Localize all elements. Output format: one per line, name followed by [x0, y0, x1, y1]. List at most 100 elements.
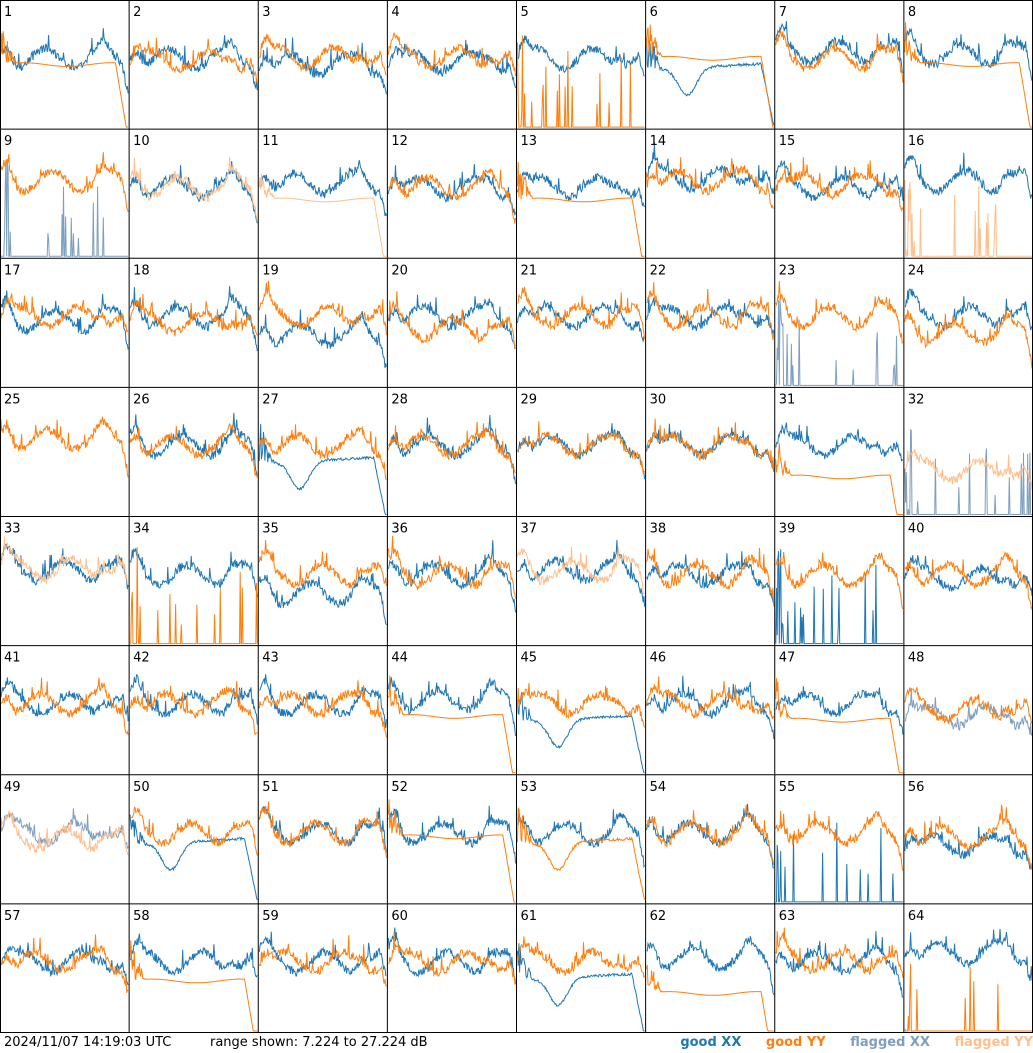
yy-series-line: [129, 681, 258, 736]
panel-label: 33: [4, 522, 21, 537]
panel-label: 40: [908, 522, 925, 537]
xx-series-line: [129, 933, 258, 978]
panel-38: 38: [646, 522, 775, 607]
panel-33: 33: [0, 522, 129, 590]
xx-series-line: [129, 160, 258, 224]
panel-27: 27: [258, 392, 387, 515]
xx-series-line: [517, 170, 646, 208]
panel-label: 59: [262, 909, 279, 924]
panel-1: 1: [0, 5, 129, 128]
panel-label: 20: [391, 263, 408, 278]
panel-label: 38: [650, 522, 667, 537]
xx-series-line: [0, 28, 129, 94]
yy-series-line: [646, 24, 774, 128]
xx-series-line: [904, 152, 1033, 199]
panel-50: 50: [129, 780, 258, 901]
xx-series-line: [775, 931, 904, 998]
yy-series-line: [646, 157, 775, 209]
panel-61: 61: [517, 909, 646, 1032]
xx-series-line: [646, 675, 775, 740]
xx-series-line: [517, 692, 645, 774]
panel-49: 49: [0, 780, 129, 856]
yy-series-line: [129, 806, 258, 856]
panel-15: 15: [775, 134, 904, 212]
panel-6: 6: [646, 5, 775, 128]
xx-series-line: [0, 942, 129, 986]
panel-label: 18: [133, 263, 150, 278]
panel-39: 39: [775, 522, 904, 645]
panel-label: 27: [262, 392, 279, 407]
xx-series-line: [517, 299, 646, 342]
panel-label: 46: [650, 651, 667, 666]
xx-series-line: [0, 543, 129, 590]
yy-series-line: [904, 309, 1033, 369]
panel-8: 8: [904, 5, 1033, 128]
panel-58: 58: [129, 909, 258, 1032]
yy-series-line: [129, 157, 258, 223]
legend-flagged-yy: flagged YY: [954, 1035, 1033, 1050]
xx-series-line: [646, 803, 774, 869]
yy-series-line: [388, 168, 516, 224]
panel-13: 13: [517, 134, 646, 257]
panel-label: 7: [779, 5, 787, 20]
panel-36: 36: [387, 522, 516, 613]
panel-label: 57: [4, 909, 21, 924]
panel-48: 48: [904, 651, 1033, 736]
footer: 2024/11/07 14:19:03 UTC range shown: 7.2…: [0, 1033, 1033, 1053]
yy-series-line: [387, 675, 516, 774]
xx-series-line: [646, 551, 775, 604]
panel-51: 51: [258, 780, 387, 859]
yy-series-line: [775, 281, 904, 344]
xx-series-line: [0, 677, 129, 722]
xx-series-line: [129, 286, 258, 352]
panel-60: 60: [387, 909, 516, 986]
panel-label: 32: [908, 392, 925, 407]
yy-series-line: [646, 282, 775, 340]
yy-series-line: [775, 551, 904, 610]
yy-series-line: [646, 676, 775, 720]
yy-series-line: [517, 35, 645, 128]
panel-label: 51: [262, 780, 279, 795]
panel-label: 6: [650, 5, 658, 20]
panel-21: 21: [517, 263, 646, 342]
yy-series-line: [775, 927, 904, 978]
yy-series-line: [387, 31, 516, 77]
xx-series-line: [904, 288, 1033, 333]
legend-flagged-xx: flagged XX: [850, 1035, 930, 1050]
xx-series-line: [517, 943, 645, 1032]
panel-label: 39: [779, 522, 796, 537]
xx-series-line: [775, 21, 904, 74]
panel-label: 48: [908, 651, 925, 666]
xx-series-line: [775, 160, 904, 202]
yy-series-line: [517, 161, 645, 257]
yy-series-line: [258, 540, 387, 589]
yy-series-line: [904, 963, 1032, 1032]
xx-series-line: [775, 686, 904, 735]
panel-56: 56: [904, 780, 1033, 870]
panel-label: 13: [521, 134, 538, 149]
xx-series-line: [775, 822, 903, 903]
panel-54: 54: [646, 780, 775, 869]
xx-series-line: [387, 163, 516, 216]
xx-series-line: [129, 548, 258, 598]
panel-47: 47: [775, 651, 904, 774]
yy-series-line: [258, 935, 387, 987]
xx-series-line: [775, 422, 904, 462]
panel-label: 10: [133, 134, 150, 149]
panel-32: 32: [904, 392, 1033, 515]
timestamp: 2024/11/07 14:19:03 UTC: [4, 1035, 172, 1050]
xx-series-line: [129, 814, 258, 901]
yy-series-line: [646, 804, 775, 866]
panel-20: 20: [387, 263, 516, 350]
panel-16: 16: [904, 134, 1033, 257]
xx-series-line: [129, 412, 258, 476]
xx-series-line: [129, 673, 258, 725]
yy-series-line: [517, 421, 646, 475]
yy-series-line: [0, 934, 129, 994]
yy-series-line: [904, 448, 1033, 491]
panel-label: 29: [521, 392, 538, 407]
xx-series-line: [258, 423, 387, 515]
panel-63: 63: [775, 909, 904, 998]
yy-series-line: [904, 180, 1032, 257]
yy-series-line: [388, 932, 516, 986]
